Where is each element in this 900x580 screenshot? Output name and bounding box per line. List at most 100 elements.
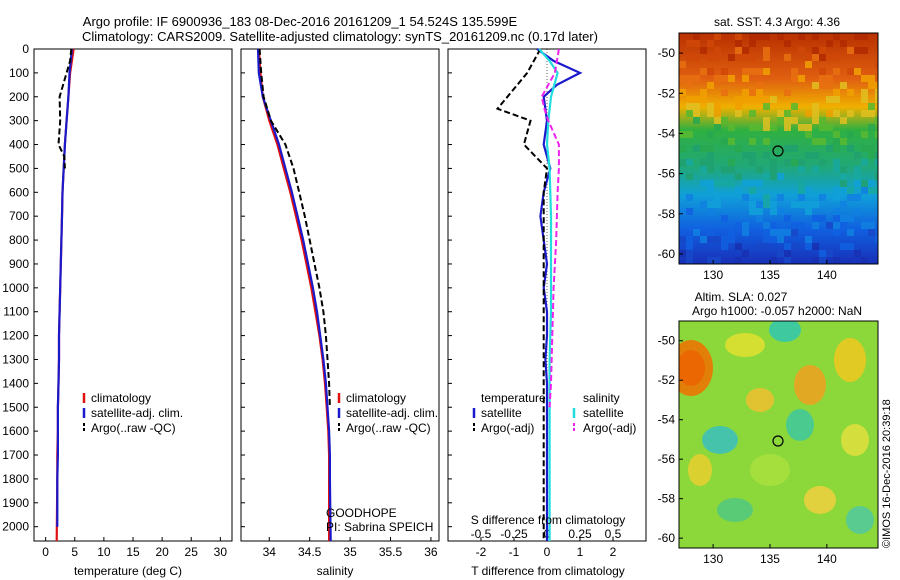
x-tick-label: 25 [185,545,199,559]
sst-pixel [826,96,833,103]
x-tick-label: 1 [577,545,584,559]
sst-pixel [770,236,777,243]
sst-pixel [861,75,868,82]
sst-pixel [721,89,728,96]
sst-pixel [763,68,770,75]
sst-pixel [840,243,847,250]
sst-pixel [749,187,756,194]
map-y-tick-label: -50 [658,46,676,60]
sst-pixel [728,159,735,166]
sst-pixel [749,40,756,47]
map-y-tick-label: -56 [658,167,676,181]
sst-pixel [826,124,833,131]
sst-pixel [777,208,784,215]
sst-pixel [819,250,826,257]
sst-pixel [812,54,819,61]
sst-pixel [735,110,742,117]
sst-pixel [812,166,819,173]
legend-label-sal-satellite: satellite [583,406,624,420]
sst-pixel [693,110,700,117]
sst-pixel [742,68,749,75]
sla-anomaly-blob [834,338,866,382]
sst-pixel [875,117,878,124]
sst-pixel [749,208,756,215]
sst-pixel [735,47,742,54]
sst-pixel [875,61,878,68]
sst-pixel [861,47,868,54]
sst-pixel [714,236,721,243]
sst-pixel [784,250,791,257]
sst-pixel [721,180,728,187]
sst-pixel [693,33,700,40]
sst-pixel [840,40,847,47]
sst-pixel [728,229,735,236]
sst-pixel [784,117,791,124]
sst-pixel [770,96,777,103]
sst-pixel [742,222,749,229]
sst-pixel [847,215,854,222]
sst-pixel [749,96,756,103]
sst-map [678,32,879,265]
sst-pixel [721,215,728,222]
sla-anomaly-blob [679,340,713,396]
sst-pixel [784,243,791,250]
sst-pixel [700,96,707,103]
sst-pixel [826,82,833,89]
sst-pixel [854,47,861,54]
sst-pixel [714,180,721,187]
sst-pixel [763,54,770,61]
series-line-temperature-argo-adj- [495,48,549,541]
sst-pixel [707,257,714,264]
sst-pixel [777,236,784,243]
map-x-tick-label: 130 [703,268,723,282]
sst-pixel [875,131,878,138]
sst-pixel [686,243,693,250]
sst-pixel [742,194,749,201]
depth-tick-label: 300 [9,114,29,128]
sst-pixel [721,236,728,243]
sst-pixel [791,75,798,82]
sst-pixel [798,124,805,131]
sst-pixel [679,159,686,166]
sst-pixel [749,159,756,166]
sst-pixel [833,229,840,236]
salinity-panel-frame [240,48,440,542]
sst-pixel [784,40,791,47]
sst-pixel [798,201,805,208]
sst-pixel [693,54,700,61]
sst-pixel [875,236,878,243]
sst-pixel [833,215,840,222]
sst-pixel [756,124,763,131]
top-x-tick-label: -0.25 [500,527,528,541]
sst-pixel [812,138,819,145]
sst-pixel [707,40,714,47]
sst-pixel [805,131,812,138]
sst-pixel [840,138,847,145]
sst-pixel [833,110,840,117]
sst-pixel [798,194,805,201]
x-tick-label: 34.5 [298,545,322,559]
sst-pixel [728,236,735,243]
sst-map-frame [678,32,879,265]
sst-pixel [840,117,847,124]
sst-pixel [742,229,749,236]
top-x-tick-label: 0.25 [568,527,592,541]
sst-pixel [714,124,721,131]
sst-pixel [707,236,714,243]
sst-pixel [742,54,749,61]
sst-pixel [805,187,812,194]
sst-pixel [861,110,868,117]
map-y-tick-label: -58 [658,492,676,506]
sst-pixel [812,222,819,229]
sst-pixel [784,89,791,96]
sst-pixel [777,110,784,117]
sst-pixel [805,61,812,68]
sst-pixel [686,75,693,82]
x-tick-label: 20 [155,545,169,559]
sst-pixel [763,117,770,124]
sst-pixel [812,201,819,208]
sst-pixel [763,124,770,131]
sst-pixel [756,33,763,40]
sst-pixel [693,117,700,124]
